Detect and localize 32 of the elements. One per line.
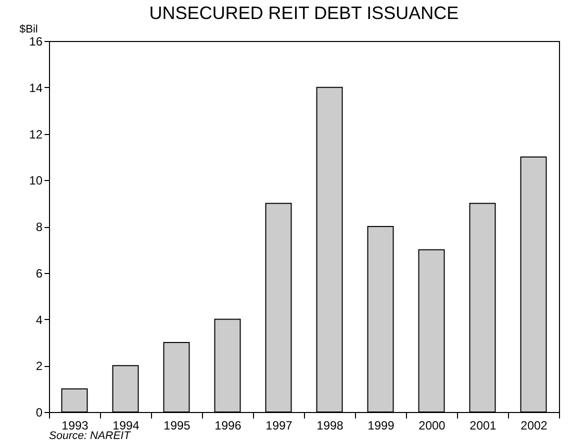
x-tick-label: 1998 bbox=[316, 418, 344, 432]
x-tick-label: 2000 bbox=[418, 418, 446, 432]
y-tick-label: 0 bbox=[36, 406, 43, 420]
bar bbox=[214, 318, 241, 412]
y-tick-label: 12 bbox=[29, 127, 43, 142]
bar bbox=[112, 365, 139, 412]
y-tick-label: 14 bbox=[29, 80, 43, 95]
y-tick-label: 2 bbox=[36, 359, 43, 374]
x-tick-label: 1997 bbox=[266, 418, 293, 432]
bar bbox=[520, 156, 547, 412]
x-tick-label: 1993 bbox=[62, 418, 89, 432]
y-tick-label: 10 bbox=[29, 174, 43, 188]
x-tick-label: 2002 bbox=[520, 418, 548, 432]
y-tick-label: 8 bbox=[36, 220, 43, 234]
x-tick-label: 1994 bbox=[112, 418, 140, 432]
y-tick-label: 16 bbox=[29, 34, 43, 48]
x-tick-label: 1996 bbox=[214, 418, 242, 432]
x-tick-label: 2001 bbox=[470, 418, 497, 432]
bar bbox=[418, 249, 445, 412]
y-axis-title: $Bil bbox=[20, 24, 38, 36]
chart-title: UNSECURED REIT DEBT ISSUANCE bbox=[149, 3, 459, 23]
y-tick-label: 6 bbox=[36, 266, 43, 280]
bar bbox=[265, 202, 292, 412]
bar bbox=[367, 226, 394, 412]
bar bbox=[469, 202, 496, 412]
y-tick-label: 4 bbox=[36, 312, 43, 327]
bar bbox=[163, 342, 190, 412]
x-tick-label: 1999 bbox=[368, 418, 395, 432]
bar bbox=[61, 388, 88, 412]
x-tick-label: 1995 bbox=[164, 418, 191, 432]
source-note: Source: NAREIT bbox=[49, 430, 130, 442]
bar bbox=[316, 86, 343, 412]
